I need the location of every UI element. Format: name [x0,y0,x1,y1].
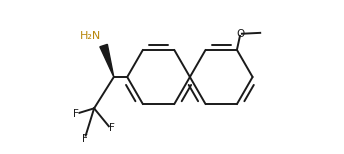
Text: F: F [82,134,88,144]
Polygon shape [100,44,114,77]
Text: F: F [73,109,79,119]
Text: F: F [109,123,115,133]
Text: O: O [236,29,245,39]
Text: H₂N: H₂N [80,31,101,41]
